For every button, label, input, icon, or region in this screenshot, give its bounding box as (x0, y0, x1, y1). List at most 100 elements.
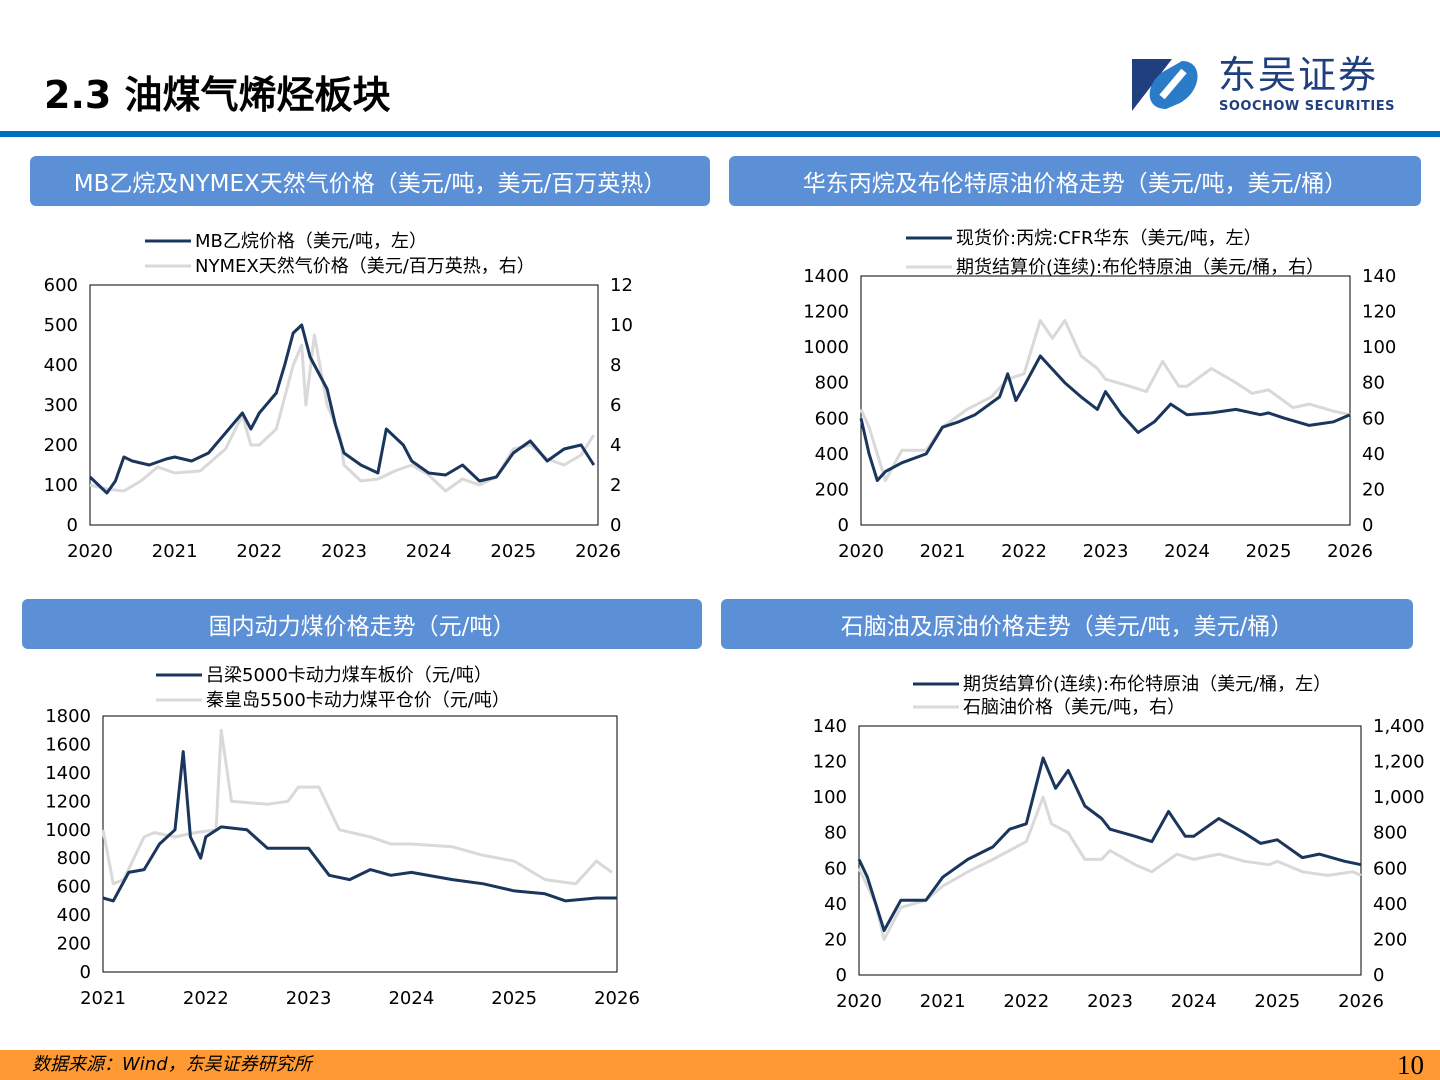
chart-3-y-left-tick-label: 1800 (45, 706, 91, 727)
chart-2-x-tick-label: 2025 (1246, 541, 1292, 562)
chart-2-y-left-tick-label: 1400 (803, 266, 849, 287)
logo-text-cn: 东吴证券 (1218, 53, 1379, 97)
chart-3-x-tick-label: 2024 (388, 988, 434, 1009)
chart-3-x-tick-label: 2025 (491, 988, 537, 1009)
chart-2-x-tick-label: 2021 (920, 541, 966, 562)
chart-3-x-tick-label: 2023 (286, 988, 332, 1009)
chart-1-y-right-tick-label: 10 (610, 315, 633, 336)
chart-2-y-left-tick-label: 600 (815, 408, 849, 429)
chart-1-x-tick-label: 2023 (321, 541, 367, 562)
chart-4-x-tick-label: 2026 (1338, 991, 1384, 1012)
chart-2-x-tick-label: 2026 (1327, 541, 1373, 562)
chart-2-y-right-tick-label: 40 (1362, 444, 1385, 465)
chart-2-y-left-tick-label: 0 (838, 515, 849, 536)
chart-4-x-tick-label: 2020 (836, 991, 882, 1012)
chart-1-y-left-tick-label: 600 (44, 275, 78, 296)
chart-3-plot-frame (102, 715, 618, 973)
source-note: 数据来源：Wind，东吴证券研究所 (32, 1054, 312, 1075)
chart-1-title: MB乙烷及NYMEX天然气价格（美元/吨，美元/百万英热） (30, 156, 710, 206)
chart-4-y-left-tick-label: 0 (836, 965, 847, 986)
logo-text-en: SOOCHOW SECURITIES (1219, 99, 1395, 114)
chart-3-y-left-tick-label: 1600 (45, 734, 91, 755)
chart-4-y-right-tick-label: 600 (1373, 858, 1407, 879)
chart-4-legend-label-1: 期货结算价(连续):布伦特原油（美元/桶，左） (963, 674, 1331, 695)
chart-1-legend-label-1: MB乙烷价格（美元/吨，左） (195, 231, 427, 252)
chart-3-title: 国内动力煤价格走势（元/吨） (22, 599, 702, 649)
chart-2-y-right-tick-label: 120 (1362, 302, 1396, 323)
chart-4-plot-frame (858, 725, 1362, 976)
chart-1-y-left-tick-label: 500 (44, 315, 78, 336)
chart-1-y-right-tick-label: 6 (610, 395, 621, 416)
chart-4-series-1-line (857, 756, 1362, 932)
chart-2-series-2-line (859, 319, 1351, 482)
chart-2-title: 华东丙烷及布伦特原油价格走势（美元/吨，美元/桶） (729, 156, 1421, 206)
chart-4-x-tick-label: 2021 (920, 991, 966, 1012)
chart-4-y-right-tick-label: 1,000 (1373, 787, 1425, 808)
chart-4-y-right-tick-label: 0 (1373, 965, 1384, 986)
chart-1-x-tick-label: 2021 (152, 541, 198, 562)
chart-2-y-right-tick-label: 100 (1362, 337, 1396, 358)
chart-3-series-1-line (102, 750, 617, 903)
chart-4-x-tick-label: 2023 (1087, 991, 1133, 1012)
chart-2-y-right-tick-label: 80 (1362, 373, 1385, 394)
chart-1-y-right-tick-label: 8 (610, 355, 621, 376)
chart-1-x-tick-label: 2024 (406, 541, 452, 562)
chart-1-y-right-tick-label: 4 (610, 435, 621, 456)
chart-4-y-left-tick-label: 120 (813, 752, 847, 773)
chart-2-y-left-tick-label: 400 (815, 444, 849, 465)
chart-4-y-left-tick-label: 80 (824, 823, 847, 844)
header-divider (0, 131, 1440, 137)
chart-1-plot-frame (89, 284, 599, 526)
chart-1-series-2-line (89, 333, 596, 493)
chart-1-x-tick-label: 2025 (490, 541, 536, 562)
chart-2-plot-frame (860, 275, 1351, 526)
chart-1-y-left-tick-label: 100 (44, 475, 78, 496)
chart-2-y-right-tick-label: 60 (1362, 408, 1385, 429)
chart-3-y-left-tick-label: 600 (57, 877, 91, 898)
chart-4-y-left-tick-label: 100 (813, 787, 847, 808)
chart-2-y-right-tick-label: 140 (1362, 266, 1396, 287)
chart-3-y-left-tick-label: 1000 (45, 820, 91, 841)
chart-3-y-left-tick-label: 1400 (45, 763, 91, 784)
chart-3-y-left-tick-label: 0 (80, 962, 91, 983)
chart-2-y-right-tick-label: 0 (1362, 515, 1373, 536)
chart-1-x-tick-label: 2022 (236, 541, 282, 562)
chart-2-legend-label-2: 期货结算价(连续):布伦特原油（美元/桶，右） (956, 257, 1324, 278)
chart-3-x-tick-label: 2022 (183, 988, 229, 1009)
chart-4-y-left-tick-label: 140 (813, 716, 847, 737)
chart-2-y-right-tick-label: 20 (1362, 479, 1385, 500)
chart-3-y-left-tick-label: 800 (57, 848, 91, 869)
chart-3-legend-label-1: 吕梁5000卡动力煤车板价（元/吨） (206, 665, 492, 686)
chart-4-x-tick-label: 2022 (1003, 991, 1049, 1012)
page-number: 10 (1397, 1050, 1424, 1080)
chart-1-y-left-tick-label: 300 (44, 395, 78, 416)
chart-2-x-tick-label: 2023 (1083, 541, 1129, 562)
chart-2-x-tick-label: 2024 (1164, 541, 1210, 562)
chart-4-y-right-tick-label: 1,400 (1373, 716, 1425, 737)
chart-2-y-left-tick-label: 200 (815, 479, 849, 500)
chart-2-y-left-tick-label: 1000 (803, 337, 849, 358)
chart-3-y-left-tick-label: 400 (57, 905, 91, 926)
chart-2-legend-label-1: 现货价:丙烷:CFR华东（美元/吨，左） (956, 228, 1262, 249)
chart-4-y-right-tick-label: 400 (1373, 894, 1407, 915)
chart-1-y-left-tick-label: 200 (44, 435, 78, 456)
footer-bar: 数据来源：Wind，东吴证券研究所 10 (0, 1050, 1440, 1080)
chart-4-y-right-tick-label: 800 (1373, 823, 1407, 844)
chart-4-y-left-tick-label: 20 (824, 929, 847, 950)
chart-1-legend-label-2: NYMEX天然气价格（美元/百万英热，右） (195, 256, 535, 277)
chart-2-y-left-tick-label: 800 (815, 373, 849, 394)
chart-3-x-tick-label: 2021 (80, 988, 126, 1009)
chart-4-title: 石脑油及原油价格走势（美元/吨，美元/桶） (721, 599, 1413, 649)
chart-2-series-1-line (859, 354, 1351, 482)
chart-3-series-2-line (101, 728, 613, 886)
chart-1-y-right-tick-label: 12 (610, 275, 633, 296)
chart-2-x-tick-label: 2020 (838, 541, 884, 562)
chart-3-x-tick-label: 2026 (594, 988, 640, 1009)
chart-4-y-left-tick-label: 60 (824, 858, 847, 879)
chart-4-y-right-tick-label: 1,200 (1373, 752, 1425, 773)
chart-4-series-2-line (857, 795, 1362, 941)
chart-1-series-1-line (88, 323, 596, 495)
chart-2-x-tick-label: 2022 (1001, 541, 1047, 562)
page-title: 2.3 油煤气烯烃板块 (44, 73, 391, 117)
